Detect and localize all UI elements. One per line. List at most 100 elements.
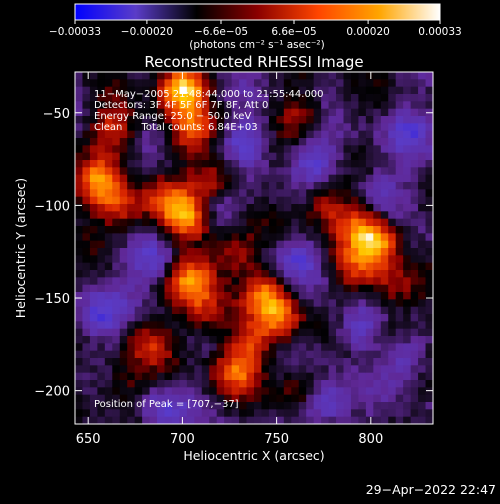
heatmap-cell (343, 182, 352, 190)
heatmap-cell (119, 262, 128, 271)
heatmap-cell (201, 160, 210, 168)
heatmap-cell (380, 321, 389, 330)
heatmap-cell (224, 138, 233, 146)
heatmap-cell (283, 416, 292, 424)
heatmap-cell (194, 299, 203, 308)
heatmap-cell (127, 189, 136, 198)
heatmap-cell (365, 189, 374, 198)
heatmap-cell (164, 211, 173, 220)
heatmap-cell (142, 321, 151, 330)
heatmap-cell (313, 94, 322, 102)
heatmap-cell (373, 86, 382, 95)
heatmap-cell (104, 86, 113, 95)
heatmap-cell (75, 116, 84, 124)
heatmap-cell (164, 130, 173, 139)
heatmap-cell (97, 116, 106, 124)
heatmap-cell (119, 328, 128, 337)
heatmap-cell (283, 277, 292, 286)
heatmap-cell (425, 284, 433, 293)
heatmap-cell (313, 130, 322, 139)
heatmap-cell (164, 233, 173, 242)
heatmap-cell (395, 402, 404, 410)
heatmap-cell (328, 94, 337, 102)
heatmap-cell (194, 160, 203, 168)
heatmap-cell (268, 336, 277, 344)
heatmap-cell (246, 72, 255, 80)
heatmap-cell (164, 108, 173, 117)
heatmap-cell (291, 343, 300, 352)
heatmap-cell (97, 365, 106, 374)
heatmap-cell (321, 189, 330, 198)
heatmap-cell (321, 174, 330, 183)
heatmap-cell (164, 387, 173, 396)
heatmap-cell (157, 365, 166, 374)
heatmap-cell (239, 343, 248, 352)
heatmap-cell (186, 233, 195, 242)
heatmap-cell (239, 262, 248, 271)
heatmap-cell (328, 204, 337, 212)
heatmap-cell (283, 189, 292, 198)
heatmap-cell (186, 145, 195, 154)
heatmap-cell (395, 343, 404, 352)
heatmap-cell (358, 116, 367, 124)
heatmap-cell (350, 409, 360, 418)
heatmap-cell (388, 116, 397, 124)
heatmap-cell (186, 86, 195, 95)
heatmap-cell (164, 255, 173, 264)
heatmap-cell (179, 299, 188, 308)
heatmap-cell (336, 152, 345, 161)
heatmap-cell (209, 277, 218, 286)
heatmap-cell (328, 211, 337, 220)
heatmap-cell (306, 255, 315, 264)
heatmap-cell (380, 350, 389, 359)
heatmap-cell (350, 255, 360, 264)
heatmap-cell (75, 130, 84, 139)
heatmap-cell (134, 328, 143, 337)
heatmap-cell (403, 138, 412, 146)
heatmap-cell (403, 262, 412, 271)
heatmap-cell (410, 372, 419, 381)
heatmap-cell (209, 284, 218, 293)
heatmap-cell (358, 292, 367, 300)
heatmap-cell (246, 358, 255, 366)
heatmap-cell (231, 204, 240, 212)
heatmap-cell (321, 130, 330, 139)
heatmap-cell (82, 336, 91, 344)
heatmap-cell (97, 277, 106, 286)
heatmap-cell (254, 284, 263, 293)
heatmap-cell (328, 336, 337, 344)
heatmap-cell (171, 380, 181, 388)
heatmap-cell (231, 402, 240, 410)
heatmap-cell (104, 358, 113, 366)
heatmap-cell (216, 387, 225, 396)
heatmap-cell (224, 182, 233, 190)
annotation-algorithm: Clean Total counts: 6.84E+03 (94, 122, 258, 133)
heatmap-cell (216, 402, 225, 410)
heatmap-cell (82, 248, 91, 256)
heatmap-cell (127, 152, 136, 161)
heatmap-cell (89, 416, 98, 424)
heatmap-cell (89, 402, 98, 410)
heatmap-cell (425, 152, 433, 161)
heatmap-cell (82, 79, 91, 88)
heatmap-cell (209, 116, 218, 124)
heatmap-cell (380, 299, 389, 308)
heatmap-cell (336, 343, 345, 352)
heatmap-cell (268, 94, 277, 102)
heatmap-cell (216, 174, 225, 183)
heatmap-cell (373, 72, 382, 80)
heatmap-cell (186, 72, 195, 80)
heatmap-cell (298, 79, 307, 88)
heatmap-cell (268, 343, 277, 352)
heatmap-cell (388, 94, 397, 102)
heatmap-cell (291, 86, 300, 95)
heatmap-cell (403, 233, 412, 242)
heatmap-cell (216, 79, 225, 88)
heatmap-cell (395, 72, 404, 80)
heatmap-cell (358, 270, 367, 278)
heatmap-cell (231, 145, 240, 154)
heatmap-cell (268, 262, 277, 271)
heatmap-cell (201, 123, 210, 132)
heatmap-cell (254, 196, 263, 205)
heatmap-cell (395, 116, 404, 124)
